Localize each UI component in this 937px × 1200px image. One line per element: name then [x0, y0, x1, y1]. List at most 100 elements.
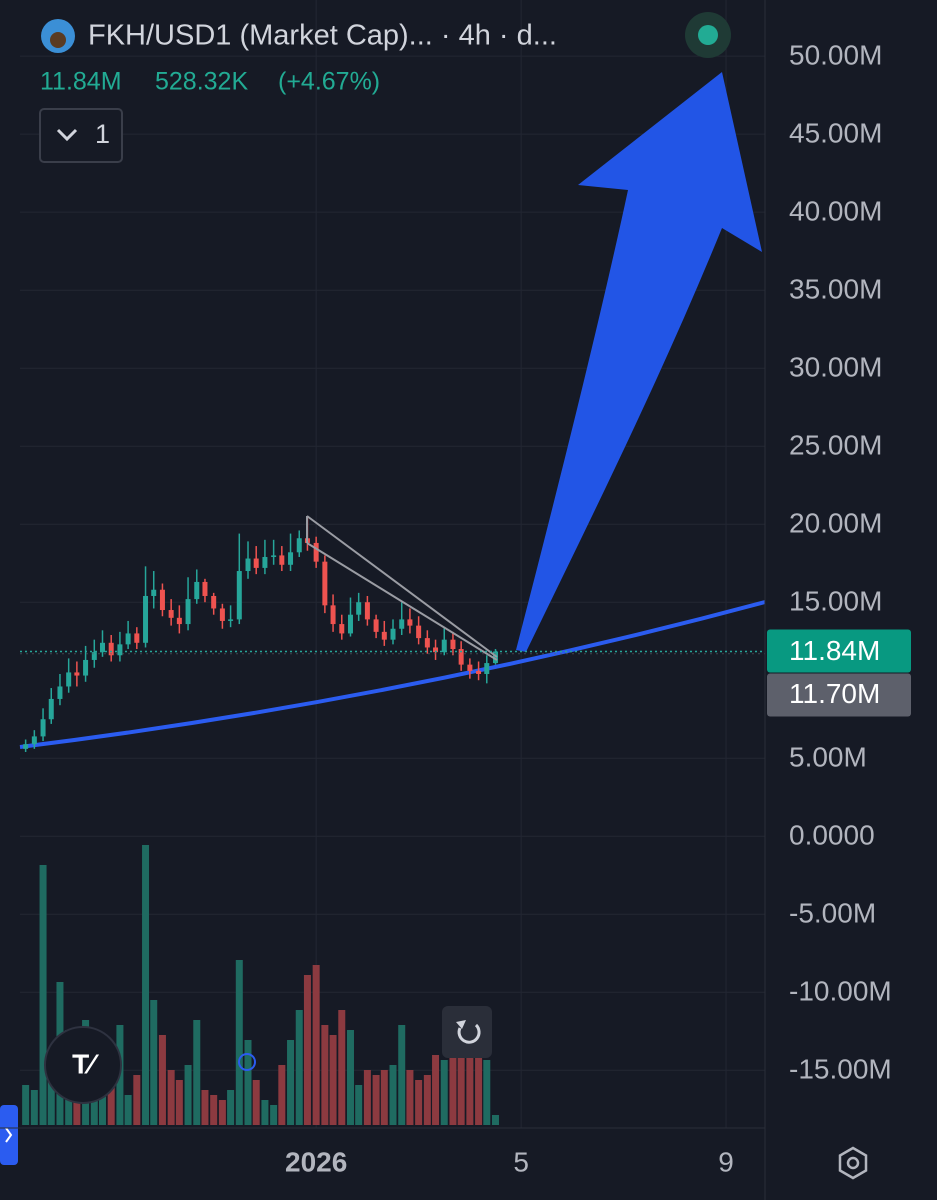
- second-price-badge: [767, 673, 911, 717]
- candle-body: [356, 602, 362, 615]
- candle-body: [66, 672, 72, 687]
- candle-body: [279, 555, 285, 565]
- y-tick-label: 35.00M: [789, 274, 882, 305]
- volume-bar: [295, 1010, 303, 1125]
- volume-bar: [457, 1055, 465, 1125]
- volume-bar: [312, 965, 320, 1125]
- candle-body: [91, 652, 97, 660]
- volume-bar: [261, 1100, 269, 1125]
- candle-body: [40, 719, 46, 737]
- status-dot: [698, 25, 718, 45]
- volume-bar: [158, 1035, 166, 1125]
- reset-button[interactable]: [442, 1006, 492, 1058]
- volume-bar: [398, 1025, 406, 1125]
- candle-body: [484, 663, 490, 674]
- y-tick-label: 0.0000: [789, 820, 875, 851]
- candle-body: [176, 617, 182, 625]
- candle-body: [322, 561, 328, 606]
- candle-body: [202, 581, 208, 596]
- volume-bar: [338, 1010, 346, 1125]
- y-tick-label: 20.00M: [789, 508, 882, 539]
- candles: [23, 516, 498, 752]
- candle-body: [143, 595, 149, 643]
- y-tick-label: 30.00M: [789, 352, 882, 383]
- volume-bar: [415, 1080, 423, 1125]
- candle-body: [245, 558, 251, 572]
- candle-body: [211, 595, 217, 609]
- volume-bar: [270, 1105, 278, 1125]
- candle-body: [399, 619, 405, 629]
- y-tick-label: 5.00M: [789, 742, 867, 773]
- y-tick-label: 50.00M: [789, 40, 882, 71]
- symbol-icon-figure: [50, 32, 66, 48]
- candle-body: [168, 610, 174, 618]
- volume-bar: [423, 1075, 431, 1125]
- candle-body: [125, 633, 131, 645]
- candle-body: [253, 558, 259, 568]
- candle-body: [330, 605, 336, 625]
- candle-body: [441, 639, 447, 653]
- volume-bar: [142, 845, 150, 1125]
- triangle-drawing: [306, 515, 498, 661]
- logo-badge[interactable]: [44, 1026, 122, 1104]
- candle-body: [364, 602, 370, 620]
- x-tick-label: 9: [718, 1146, 734, 1177]
- candle-body: [57, 686, 63, 699]
- volume-bar: [107, 1060, 115, 1125]
- candle-body: [390, 628, 396, 640]
- candle-body: [48, 698, 54, 720]
- indicator-toggle[interactable]: [39, 108, 123, 163]
- candle-body: [185, 599, 191, 625]
- volume-bar: [363, 1070, 371, 1125]
- y-tick-label: -5.00M: [789, 898, 876, 929]
- candle-body: [108, 642, 114, 656]
- volume-bar: [491, 1115, 499, 1125]
- volume-bar: [440, 1060, 448, 1125]
- symbol-title: FKH/USD1 (Market Cap)... · 4h · d...: [88, 20, 557, 52]
- volume-bar: [227, 1090, 235, 1125]
- volume-bar: [133, 1075, 141, 1125]
- volume-bar: [321, 1025, 329, 1125]
- candle-body: [458, 649, 464, 665]
- up-arrow: [516, 72, 762, 652]
- candle-body: [296, 538, 302, 553]
- volume-bar: [432, 1055, 440, 1125]
- volume-bar: [184, 1065, 192, 1125]
- volume-bar: [287, 1040, 295, 1125]
- reset-icon-head: [456, 1020, 466, 1029]
- candle-body: [288, 552, 294, 565]
- volume-bar: [150, 1000, 158, 1125]
- volume-bar: [466, 1035, 474, 1125]
- candle-body: [262, 556, 268, 568]
- chevron-icon: [56, 128, 78, 142]
- x-tick-label: 2026: [285, 1146, 347, 1177]
- last-price-badge: [767, 629, 911, 673]
- volume-bar: [47, 1065, 55, 1125]
- candle-body: [450, 639, 456, 650]
- candle-body: [407, 619, 413, 626]
- candle-body: [416, 625, 422, 639]
- price-lines: [20, 650, 765, 655]
- volume-bar: [39, 865, 47, 1125]
- volume-bar: [303, 975, 311, 1125]
- volume-bar: [483, 1060, 491, 1125]
- volume-bar: [329, 1035, 337, 1125]
- volume-bar: [372, 1075, 380, 1125]
- settings-icon[interactable]: [838, 1146, 868, 1180]
- candle-body: [219, 608, 225, 621]
- candle-body: [83, 659, 89, 676]
- side-tab[interactable]: [0, 1105, 18, 1165]
- candle-body: [373, 619, 379, 632]
- price: 11.84M: [40, 68, 122, 96]
- change-pct: (+4.67%): [278, 68, 380, 96]
- reset-icon: [457, 1023, 481, 1044]
- volume-bar: [252, 1080, 260, 1125]
- volume-bar: [235, 960, 243, 1125]
- volume-bar: [218, 1100, 226, 1125]
- candle-body: [347, 614, 353, 634]
- candle-body: [433, 647, 439, 653]
- candle-body: [134, 633, 140, 643]
- y-tick-label: 15.00M: [789, 586, 882, 617]
- candle-body: [381, 631, 387, 640]
